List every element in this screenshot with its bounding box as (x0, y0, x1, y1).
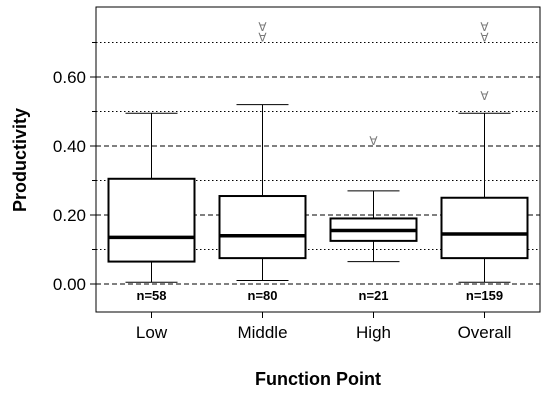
y-tick-label: 0.40 (53, 137, 86, 156)
outlier-marker: ∀ (258, 20, 267, 34)
outlier-marker: ∀ (369, 134, 378, 148)
outlier-marker: ∀ (480, 30, 489, 44)
x-axis: Low Middle High Overall (136, 312, 512, 342)
x-tick-label: Overall (458, 323, 512, 342)
y-axis-title: Productivity (10, 108, 30, 212)
x-tick-label: High (356, 323, 391, 342)
y-tick-label: 0.20 (53, 206, 86, 225)
n-label: n=21 (359, 288, 389, 303)
box-iqr (107, 177, 196, 263)
y-tick-label: 0.60 (53, 68, 86, 87)
outlier-marker: ∀ (258, 30, 267, 44)
outlier-marker: ∀ (480, 20, 489, 34)
outlier-marker: ∀ (480, 89, 489, 103)
x-tick-label: Middle (237, 323, 287, 342)
box-middle: ∀∀ n=80 (218, 20, 307, 303)
x-axis-title: Function Point (255, 369, 381, 389)
y-axis: 0.00 0.20 0.40 0.60 (53, 42, 96, 294)
n-label: n=159 (466, 288, 503, 303)
n-label: n=80 (248, 288, 278, 303)
y-tick-label: 0.00 (53, 275, 86, 294)
x-tick-label: Low (136, 323, 168, 342)
n-label: n=58 (137, 288, 167, 303)
box-overall: ∀∀∀n=159 (440, 20, 529, 303)
plot-area (95, 6, 541, 313)
box-iqr (440, 196, 529, 260)
box-iqr (218, 195, 307, 260)
boxes: n=58∀∀n=80∀n=21∀∀∀n=159 (107, 20, 529, 303)
box-low: n=58 (107, 112, 196, 303)
box-high: ∀ n=21 (329, 134, 418, 303)
